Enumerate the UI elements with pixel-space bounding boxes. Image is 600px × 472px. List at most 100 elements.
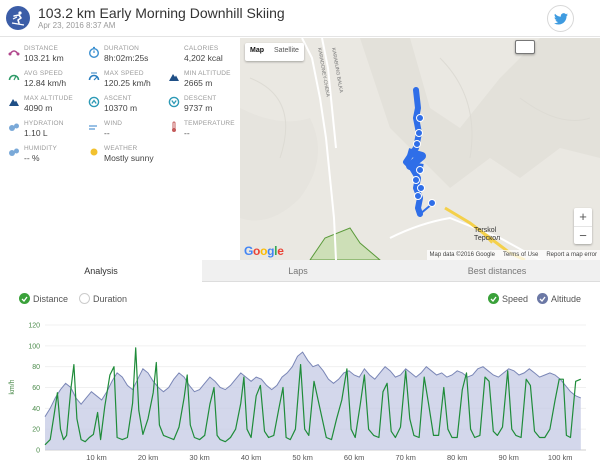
stat-label: DURATION (104, 45, 140, 52)
stat-label: DESCENT (184, 95, 217, 102)
stat-temperature: TEMPERATURE -- (160, 116, 240, 141)
stat-humidity: HUMIDITY -- % (0, 141, 80, 166)
tab-laps[interactable]: Laps (288, 266, 308, 276)
duration-toggle-label: Duration (93, 293, 128, 304)
stat-value: 1.10 L (24, 128, 48, 138)
x-tick-label: 50 km (292, 453, 312, 462)
route-map[interactable]: KARADONEY-CHEKA KARABUNG BALKA Map Satel… (240, 38, 600, 260)
stat-min-altitude: MIN ALTITUDE 2665 m (160, 66, 240, 91)
stat-value: Mostly sunny (104, 153, 154, 163)
duration-toggle[interactable]: Duration (79, 293, 127, 304)
x-tick-label: 10 km (86, 453, 106, 462)
stat-value: -- % (24, 153, 40, 163)
x-tick-label: 20 km (138, 453, 158, 462)
skiing-icon (6, 6, 30, 30)
zoom-out-button[interactable]: − (574, 226, 592, 244)
map-data-credit: Map data ©2016 Google (429, 252, 495, 258)
stat-duration: DURATION 8h:02m:25s (80, 41, 160, 66)
stat-label: DISTANCE (24, 45, 58, 52)
stat-wind: WIND -- (80, 116, 160, 141)
x-tick-label: 30 km (189, 453, 209, 462)
twitter-share-button[interactable] (547, 5, 574, 32)
distance-toggle[interactable]: Distance (19, 293, 68, 304)
stopwatch-icon (89, 46, 99, 58)
x-tick-label: 100 km (548, 453, 573, 462)
report-error-link[interactable]: Report a map error (546, 252, 597, 258)
stat-label: ASCENT (104, 95, 132, 102)
distance-icon (8, 50, 20, 56)
map-tab-map[interactable]: Map (250, 47, 264, 54)
zoom-in-button[interactable]: + (579, 209, 587, 224)
stat-hydration: HYDRATION 1.10 L (0, 116, 80, 141)
wind-icon (89, 125, 97, 130)
stat-label: AVG SPEED (24, 70, 63, 77)
y-tick-label: 80 (32, 364, 40, 371)
thermometer-icon (172, 121, 176, 132)
stat-ascent: ASCENT 10370 m (80, 91, 160, 116)
altitude-toggle[interactable]: Altitude (537, 293, 581, 304)
speed-altitude-chart[interactable]: 0 20 40 60 80 100 120 km/h 10 km 20 km 30 km 40 km 5… (0, 315, 600, 472)
stat-calories: CALORIES 4,202 kcal (160, 41, 240, 66)
stat-max-speed: MAX SPEED 120.25 km/h (80, 66, 160, 91)
stat-label: CALORIES (184, 45, 219, 52)
twitter-icon (553, 12, 568, 24)
x-tick-label: 90 km (498, 453, 518, 462)
check-icon (537, 293, 548, 304)
x-tick-label: 70 km (395, 453, 415, 462)
y-tick-label: 20 (32, 427, 40, 434)
stat-label: WIND (104, 120, 123, 127)
humidity-icon (9, 148, 19, 156)
stat-value: -- (184, 128, 190, 138)
stat-value: 8h:02m:25s (104, 53, 149, 63)
y-tick-label: 100 (28, 343, 40, 350)
route-track (403, 87, 436, 217)
stat-label: MIN ALTITUDE (184, 70, 231, 77)
stat-value: 9737 m (184, 103, 213, 113)
check-icon (19, 293, 30, 304)
stat-value: 103.21 km (24, 53, 64, 63)
map-type-switcher[interactable]: Map Satellite (245, 43, 304, 61)
stat-descent: DESCENT 9737 m (160, 91, 240, 116)
sun-icon (90, 148, 98, 156)
map-tab-satellite[interactable]: Satellite (274, 47, 299, 54)
stat-max-altitude: MAX ALTITUDE 4090 m (0, 91, 80, 116)
town-label: Terskol Терскол (474, 227, 500, 243)
x-tick-label: 60 km (344, 453, 364, 462)
hydration-icon (9, 123, 19, 131)
flame-icon (168, 46, 180, 58)
stat-value: 2665 m (184, 78, 213, 88)
stat-value: -- (104, 128, 110, 138)
stat-value: 4,202 kcal (184, 53, 223, 63)
activity-title: 103.2 km Early Morning Downhill Skiing (38, 5, 285, 21)
ascent-icon (88, 96, 100, 108)
stat-value: 12.84 km/h (24, 78, 67, 88)
distance-toggle-label: Distance (33, 293, 69, 304)
stat-label: HUMIDITY (24, 145, 58, 152)
tab-best-distances[interactable]: Best distances (467, 266, 527, 276)
activity-header: 103.2 km Early Morning Downhill Skiing A… (0, 0, 600, 37)
map-footer: Map data ©2016 Google Terms of Use Repor… (426, 250, 600, 260)
altitude-toggle-label: Altitude (551, 293, 582, 304)
zoom-controls[interactable]: + − (574, 208, 592, 244)
y-tick-label: 120 (28, 323, 40, 330)
google-logo[interactable]: Google (244, 244, 284, 258)
x-tick-label: 80 km (447, 453, 467, 462)
radio-icon (79, 293, 90, 304)
activity-date: Apr 23, 2016 8:37 AM (38, 21, 116, 30)
stat-value: 4090 m (24, 103, 53, 113)
terms-link[interactable]: Terms of Use (502, 252, 539, 258)
fullscreen-icon[interactable] (515, 40, 535, 54)
map-canvas[interactable]: KARADONEY-CHEKA KARABUNG BALKA (240, 38, 600, 260)
speedometer-icon (8, 74, 20, 81)
speed-toggle[interactable]: Speed (488, 293, 528, 304)
analysis-tabbar: Analysis Laps Best distances (0, 260, 600, 282)
y-axis-label: km/h (9, 379, 16, 394)
tab-analysis[interactable]: Analysis (0, 260, 202, 282)
y-tick-label: 60 (32, 385, 40, 392)
min-altitude-icon (169, 74, 179, 81)
check-icon (488, 293, 499, 304)
series-altitude-line (44, 351, 581, 417)
town-label-cyrillic: Терскол (474, 235, 501, 242)
town-label-latin: Terskol (474, 227, 497, 234)
stat-label: TEMPERATURE (184, 120, 235, 127)
